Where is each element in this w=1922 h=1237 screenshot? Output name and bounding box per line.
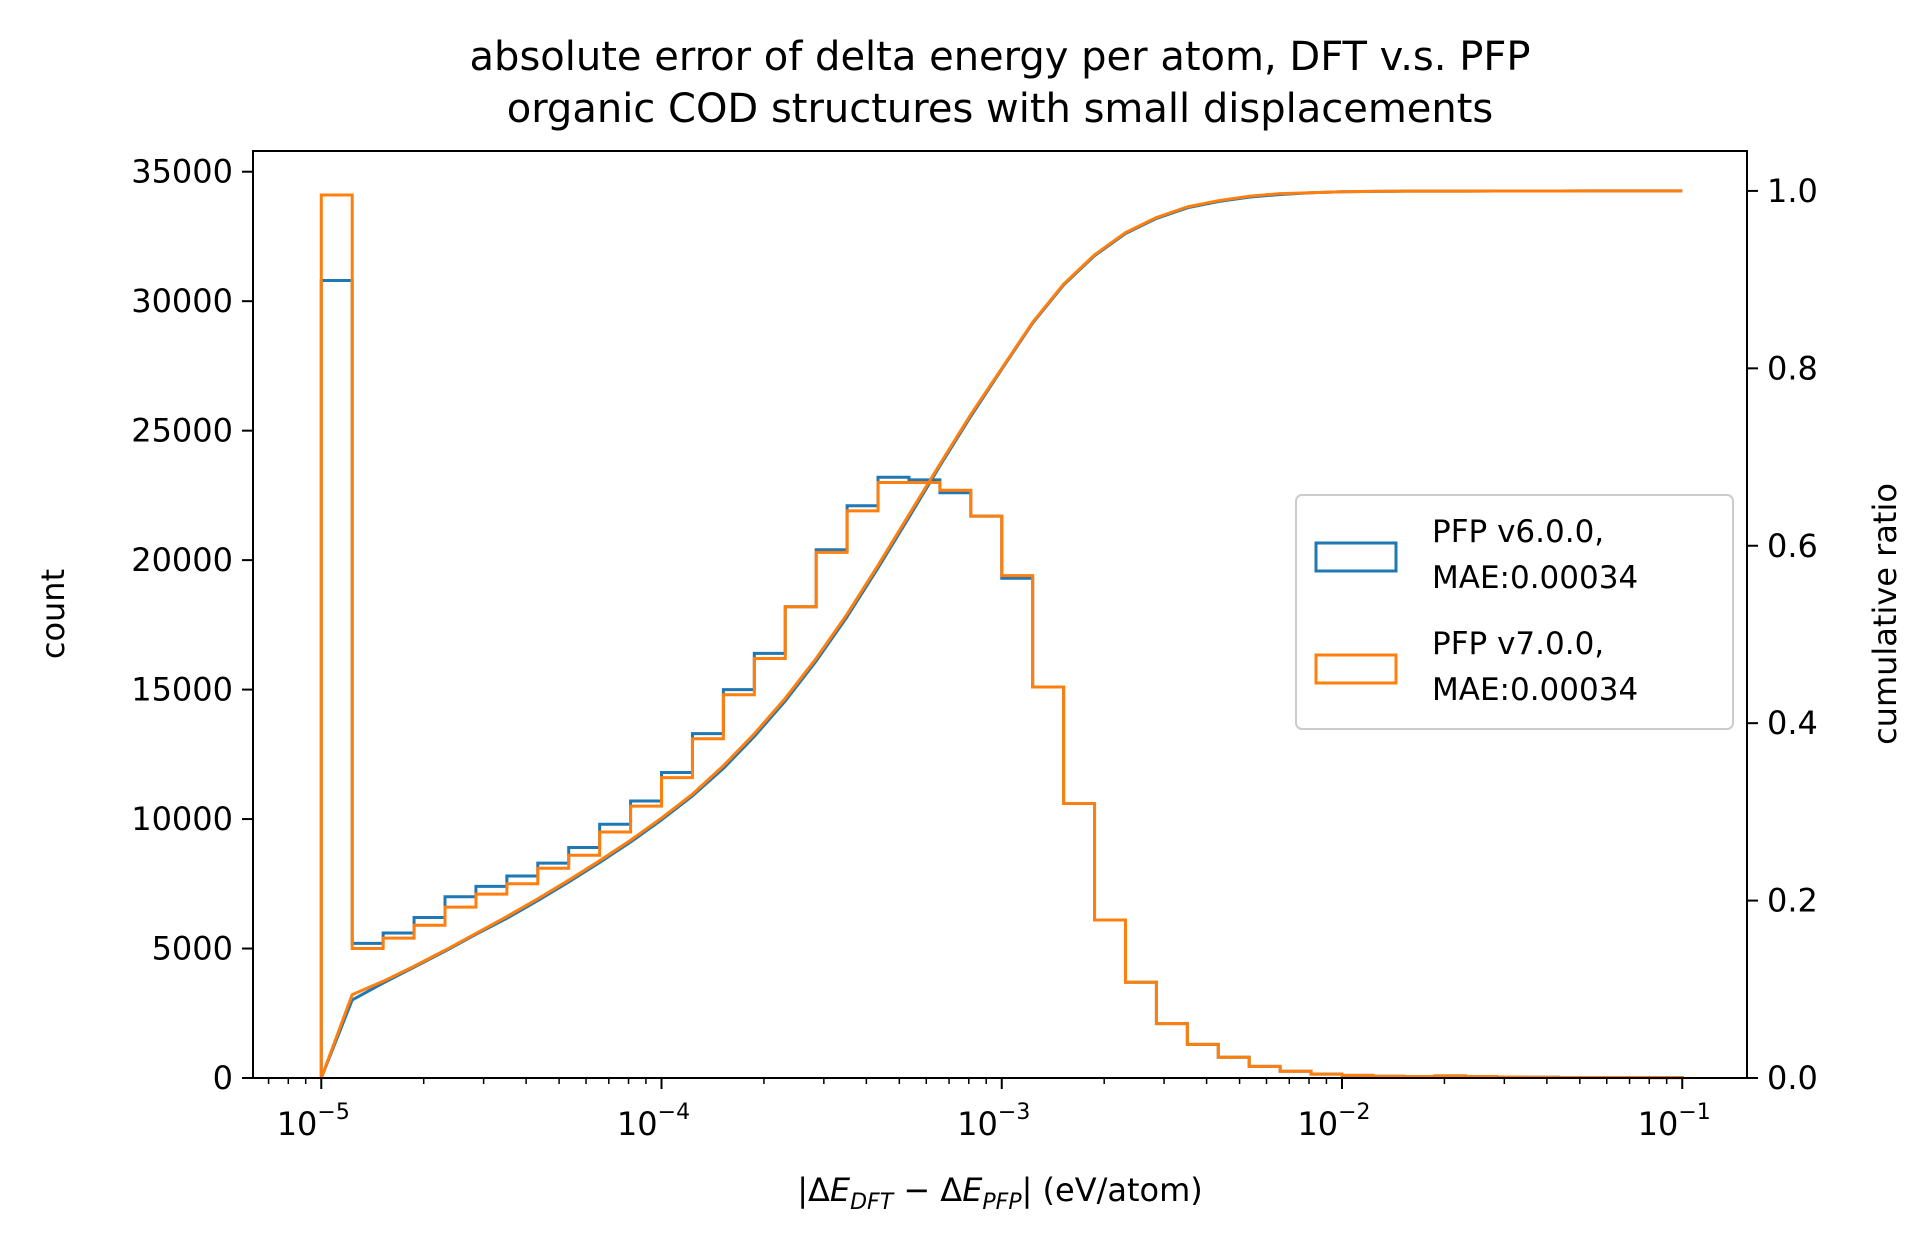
chart-subtitle: organic COD structures with small displa… bbox=[507, 86, 1494, 132]
x-tick-exp-1: −4 bbox=[658, 1100, 690, 1125]
y-axis-label: count bbox=[34, 569, 72, 659]
axes-frame bbox=[252, 150, 1748, 1079]
x-tick-exp-4: −1 bbox=[1678, 1100, 1710, 1125]
x-tick-label-2: 10−3 bbox=[957, 1100, 1030, 1143]
x-tick-exp-2: −3 bbox=[998, 1100, 1030, 1125]
x-axis-label-e2: E bbox=[962, 1171, 983, 1209]
legend-label-pfp-v6: PFP v6.0.0, bbox=[1432, 514, 1604, 550]
x-tick-label-4: 10−1 bbox=[1638, 1100, 1711, 1143]
x-tick-exp-3: −2 bbox=[1338, 1100, 1370, 1125]
legend-mae-pfp-v7: MAE:0.00034 bbox=[1432, 672, 1638, 708]
x-tick-label-3: 10−2 bbox=[1297, 1100, 1370, 1143]
cumulative-line-1 bbox=[319, 189, 1683, 1079]
y-tick-label-2: 10000 bbox=[131, 800, 233, 838]
x-tick-base-4: 10 bbox=[1638, 1105, 1679, 1143]
histogram-step-1 bbox=[319, 193, 1684, 1080]
y-tick-label-5: 25000 bbox=[131, 412, 233, 450]
legend-label-pfp-v7: PFP v7.0.0, bbox=[1432, 626, 1604, 662]
y-tick-label-3: 15000 bbox=[131, 671, 233, 709]
y-tick-label-1: 5000 bbox=[152, 930, 233, 968]
y-tick-label-7: 35000 bbox=[131, 153, 233, 191]
y2-tick-label-5: 1.0 bbox=[1767, 172, 1818, 210]
x-tick-exp-0: −5 bbox=[317, 1100, 349, 1125]
y-tick-label-0: 0 bbox=[213, 1059, 233, 1097]
x-axis-label-e1: E bbox=[830, 1171, 851, 1209]
legend-mae-pfp-v6: MAE:0.00034 bbox=[1432, 560, 1638, 596]
x-tick-label-1: 10−4 bbox=[617, 1100, 690, 1143]
y2-axis-label: cumulative ratio bbox=[1866, 483, 1904, 745]
y2-tick-label-1: 0.2 bbox=[1767, 882, 1818, 920]
x-tick-base-0: 10 bbox=[277, 1105, 318, 1143]
legend: PFP v6.0.0, MAE:0.00034 PFP v7.0.0, MAE:… bbox=[1295, 494, 1734, 730]
x-tick-base-1: 10 bbox=[617, 1105, 658, 1143]
x-axis-label-minus: − Δ bbox=[893, 1171, 962, 1209]
chart-title: absolute error of delta energy per atom,… bbox=[470, 34, 1531, 80]
x-axis-label-suffix: | (eV/atom) bbox=[1022, 1171, 1203, 1209]
y2-tick-label-0: 0.0 bbox=[1767, 1059, 1818, 1097]
x-axis-label: |ΔEDFT − ΔEPFP| (eV/atom) bbox=[797, 1171, 1203, 1215]
y2-tick-label-4: 0.8 bbox=[1767, 349, 1818, 387]
ticks-layer: 10−5 10−4 10−3 10−2 10−105000100001500020000… bbox=[131, 153, 1818, 1143]
x-tick-label-0: 10−5 bbox=[277, 1100, 350, 1143]
y-tick-label-6: 30000 bbox=[131, 282, 233, 320]
x-tick-base-2: 10 bbox=[957, 1105, 998, 1143]
x-tick-base-3: 10 bbox=[1297, 1105, 1338, 1143]
legend-swatch-pfp-v7 bbox=[1314, 653, 1398, 685]
y2-tick-label-3: 0.6 bbox=[1767, 527, 1818, 565]
legend-frame bbox=[1295, 494, 1734, 730]
y-tick-label-4: 20000 bbox=[131, 541, 233, 579]
x-axis-label-sub1: DFT bbox=[850, 1190, 895, 1215]
series-layer bbox=[319, 189, 1684, 1080]
x-axis-label-open: |Δ bbox=[797, 1171, 830, 1209]
series-pfp-v7 bbox=[319, 189, 1684, 1080]
x-axis-label-sub2: PFP bbox=[982, 1190, 1022, 1215]
legend-swatch-pfp-v6 bbox=[1314, 541, 1398, 573]
y2-tick-label-2: 0.4 bbox=[1767, 704, 1818, 742]
